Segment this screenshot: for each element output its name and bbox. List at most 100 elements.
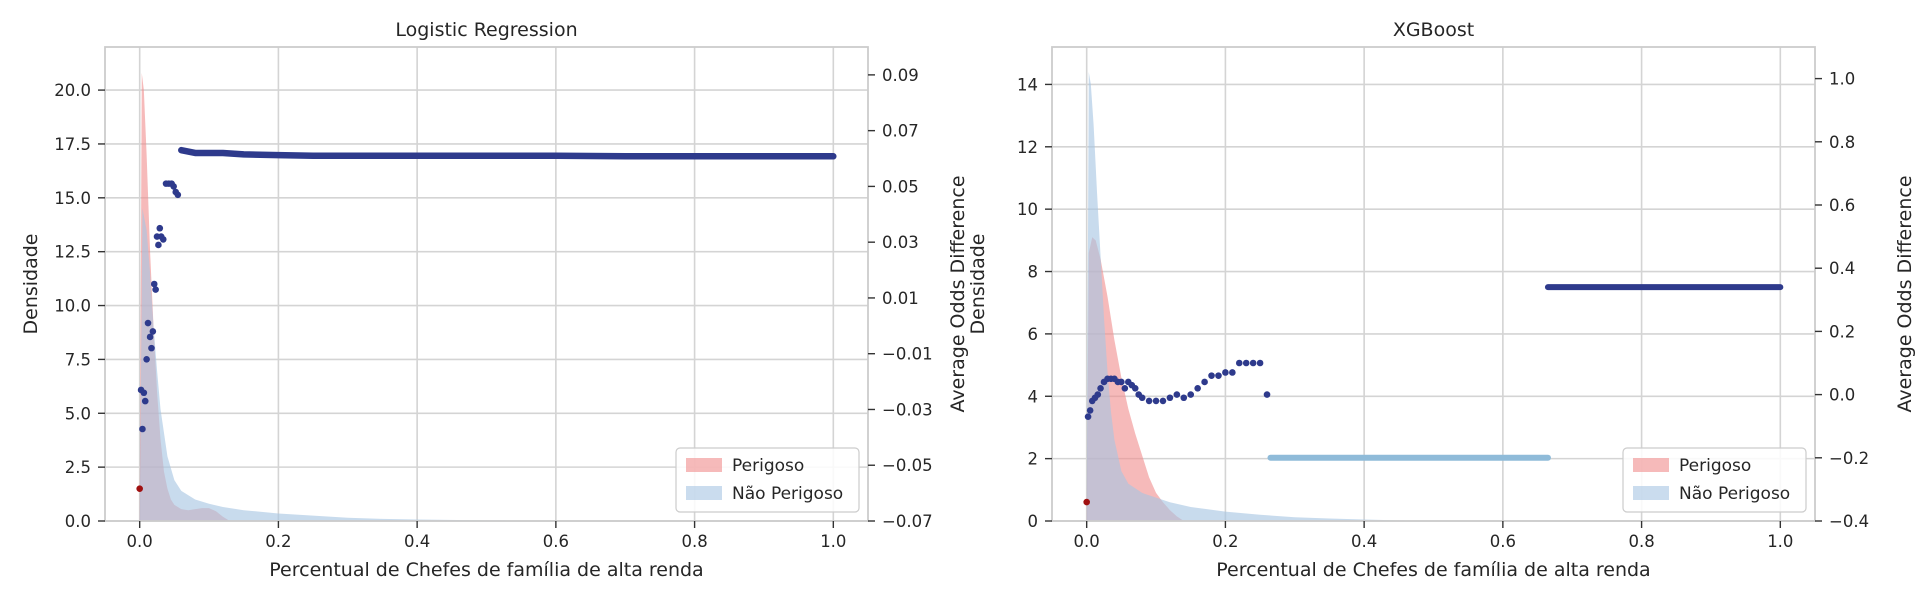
plot-frame <box>1051 46 1816 522</box>
aod-point <box>1187 391 1195 398</box>
x-axis-label: Percentual de Chefes de família de alta … <box>1216 559 1650 581</box>
x-tick-label: 1.0 <box>1767 532 1793 551</box>
x-tick-label: 0.2 <box>1212 532 1238 551</box>
aod-point <box>1094 391 1102 398</box>
y-tick-label: 12 <box>1017 138 1038 157</box>
y2-tick-label: 0.03 <box>882 233 919 252</box>
y-tick-label: 10 <box>1017 200 1038 219</box>
aod-point <box>143 355 150 363</box>
y2-tick-label: −0.05 <box>882 456 933 475</box>
aod-outlier-point <box>1083 498 1090 506</box>
y2-tick-label: 0.0 <box>1829 386 1855 405</box>
aod-point <box>1201 378 1208 386</box>
y2-tick-label: 1.0 <box>1829 70 1855 89</box>
aod-point <box>141 397 149 405</box>
y2-tick-label: 0.09 <box>882 66 919 85</box>
x-tick-label: 0.0 <box>127 532 153 551</box>
aod-outlier-point <box>136 485 143 492</box>
aod-point <box>1242 359 1250 367</box>
chart-xgboost: 0.0 0.2 0.4 0.6 0.8 1.0 0 2 4 6 8 10 12 14 −0.4 −0.2 0.0… <box>967 19 1916 581</box>
aod-point <box>148 344 155 352</box>
legend-label: Perigoso <box>1679 456 1751 476</box>
aod-point <box>1235 359 1243 367</box>
aod-points <box>1084 359 1271 421</box>
aod-point <box>152 286 159 293</box>
y-tick-label: 10.0 <box>54 297 91 316</box>
chart-title: XGBoost <box>1393 19 1474 41</box>
aod-point <box>1222 369 1229 376</box>
y2-axis-label: Average Odds Difference <box>947 175 969 412</box>
x-tick-label: 0.4 <box>1351 532 1377 551</box>
y2-tick-label: 0.8 <box>1829 133 1855 152</box>
x-tick-label: 0.4 <box>404 532 430 551</box>
density-area-nao-perigoso <box>1086 71 1434 522</box>
aod-point <box>149 328 157 335</box>
aod-point <box>174 191 182 199</box>
y-tick-label: 17.5 <box>54 135 91 154</box>
aod-point <box>1131 384 1139 392</box>
y-tick-label: 4 <box>1028 387 1039 406</box>
x-tick-label: 0.8 <box>681 532 707 551</box>
x-tick-label: 0.2 <box>265 532 291 551</box>
x-tick-label: 0.8 <box>1628 532 1654 551</box>
aod-point <box>150 280 158 288</box>
aod-point <box>139 425 146 433</box>
legend-label: Não Perigoso <box>1679 484 1790 504</box>
chart-title: Logistic Regression <box>395 19 577 41</box>
y2-tick-label: 0.07 <box>882 122 919 141</box>
plot-frame <box>104 46 869 522</box>
y2-tick-label: −0.4 <box>1829 512 1869 531</box>
y-tick-label: 6 <box>1028 325 1039 344</box>
aod-point <box>1121 384 1129 392</box>
aod-point <box>1249 359 1257 367</box>
aod-point <box>1263 391 1271 398</box>
aod-point <box>1180 394 1188 402</box>
y-tick-label: 12.5 <box>54 243 91 262</box>
legend: Perigoso Não Perigoso <box>675 447 860 513</box>
y-tick-label: 2 <box>1028 450 1039 469</box>
y-tick-label: 7.5 <box>65 350 91 369</box>
chart-logistic-regression: 0.0 0.2 0.4 0.6 0.8 1.0 0.0 2.5 5.0 7.5 10.0 12.5 15… <box>20 19 969 581</box>
aod-point <box>1145 397 1153 405</box>
y-tick-label: 0.0 <box>65 512 91 531</box>
y-tick-label: 20.0 <box>54 81 91 100</box>
aod-point <box>144 319 152 327</box>
aod-point <box>1086 407 1094 414</box>
grid <box>105 47 868 522</box>
aod-point <box>1173 391 1181 398</box>
aod-point <box>1229 369 1236 376</box>
x-tick-label: 1.0 <box>820 532 846 551</box>
aod-point <box>1194 384 1201 392</box>
aod-point <box>1097 384 1104 392</box>
aod-points <box>137 180 182 433</box>
y2-tick-label: −0.03 <box>882 400 933 419</box>
aod-point <box>1208 372 1215 379</box>
aod-point <box>1166 394 1174 402</box>
legend-swatch <box>1633 486 1669 500</box>
aod-point <box>155 241 162 249</box>
y-tick-label: 8 <box>1028 263 1039 282</box>
x-tick-label: 0.6 <box>543 532 569 551</box>
y-axis-label: Densidade <box>20 234 42 335</box>
aod-point <box>156 224 164 232</box>
legend: Perigoso Não Perigoso <box>1622 447 1807 513</box>
y2-tick-label: 0.01 <box>882 289 919 308</box>
x-axis-label: Percentual de Chefes de família de alta … <box>269 559 703 581</box>
aod-point <box>1215 372 1222 379</box>
y-axis-label: Densidade <box>967 234 989 335</box>
y2-tick-label: −0.01 <box>882 345 933 364</box>
x-tick-label: 0.0 <box>1074 532 1100 551</box>
y-tick-label: 14 <box>1017 75 1038 94</box>
y2-tick-label: 0.4 <box>1829 259 1855 278</box>
density-area-nao-perigoso <box>139 208 626 521</box>
legend-swatch <box>686 486 722 500</box>
aod-point <box>1159 397 1167 405</box>
aod-point <box>1152 397 1160 405</box>
x-tick-label: 0.6 <box>1490 532 1516 551</box>
legend-swatch <box>686 458 722 472</box>
y-tick-label: 15.0 <box>54 189 91 208</box>
aod-point <box>170 183 177 190</box>
y-tick-label: 2.5 <box>65 458 91 477</box>
aod-point <box>1138 394 1146 402</box>
